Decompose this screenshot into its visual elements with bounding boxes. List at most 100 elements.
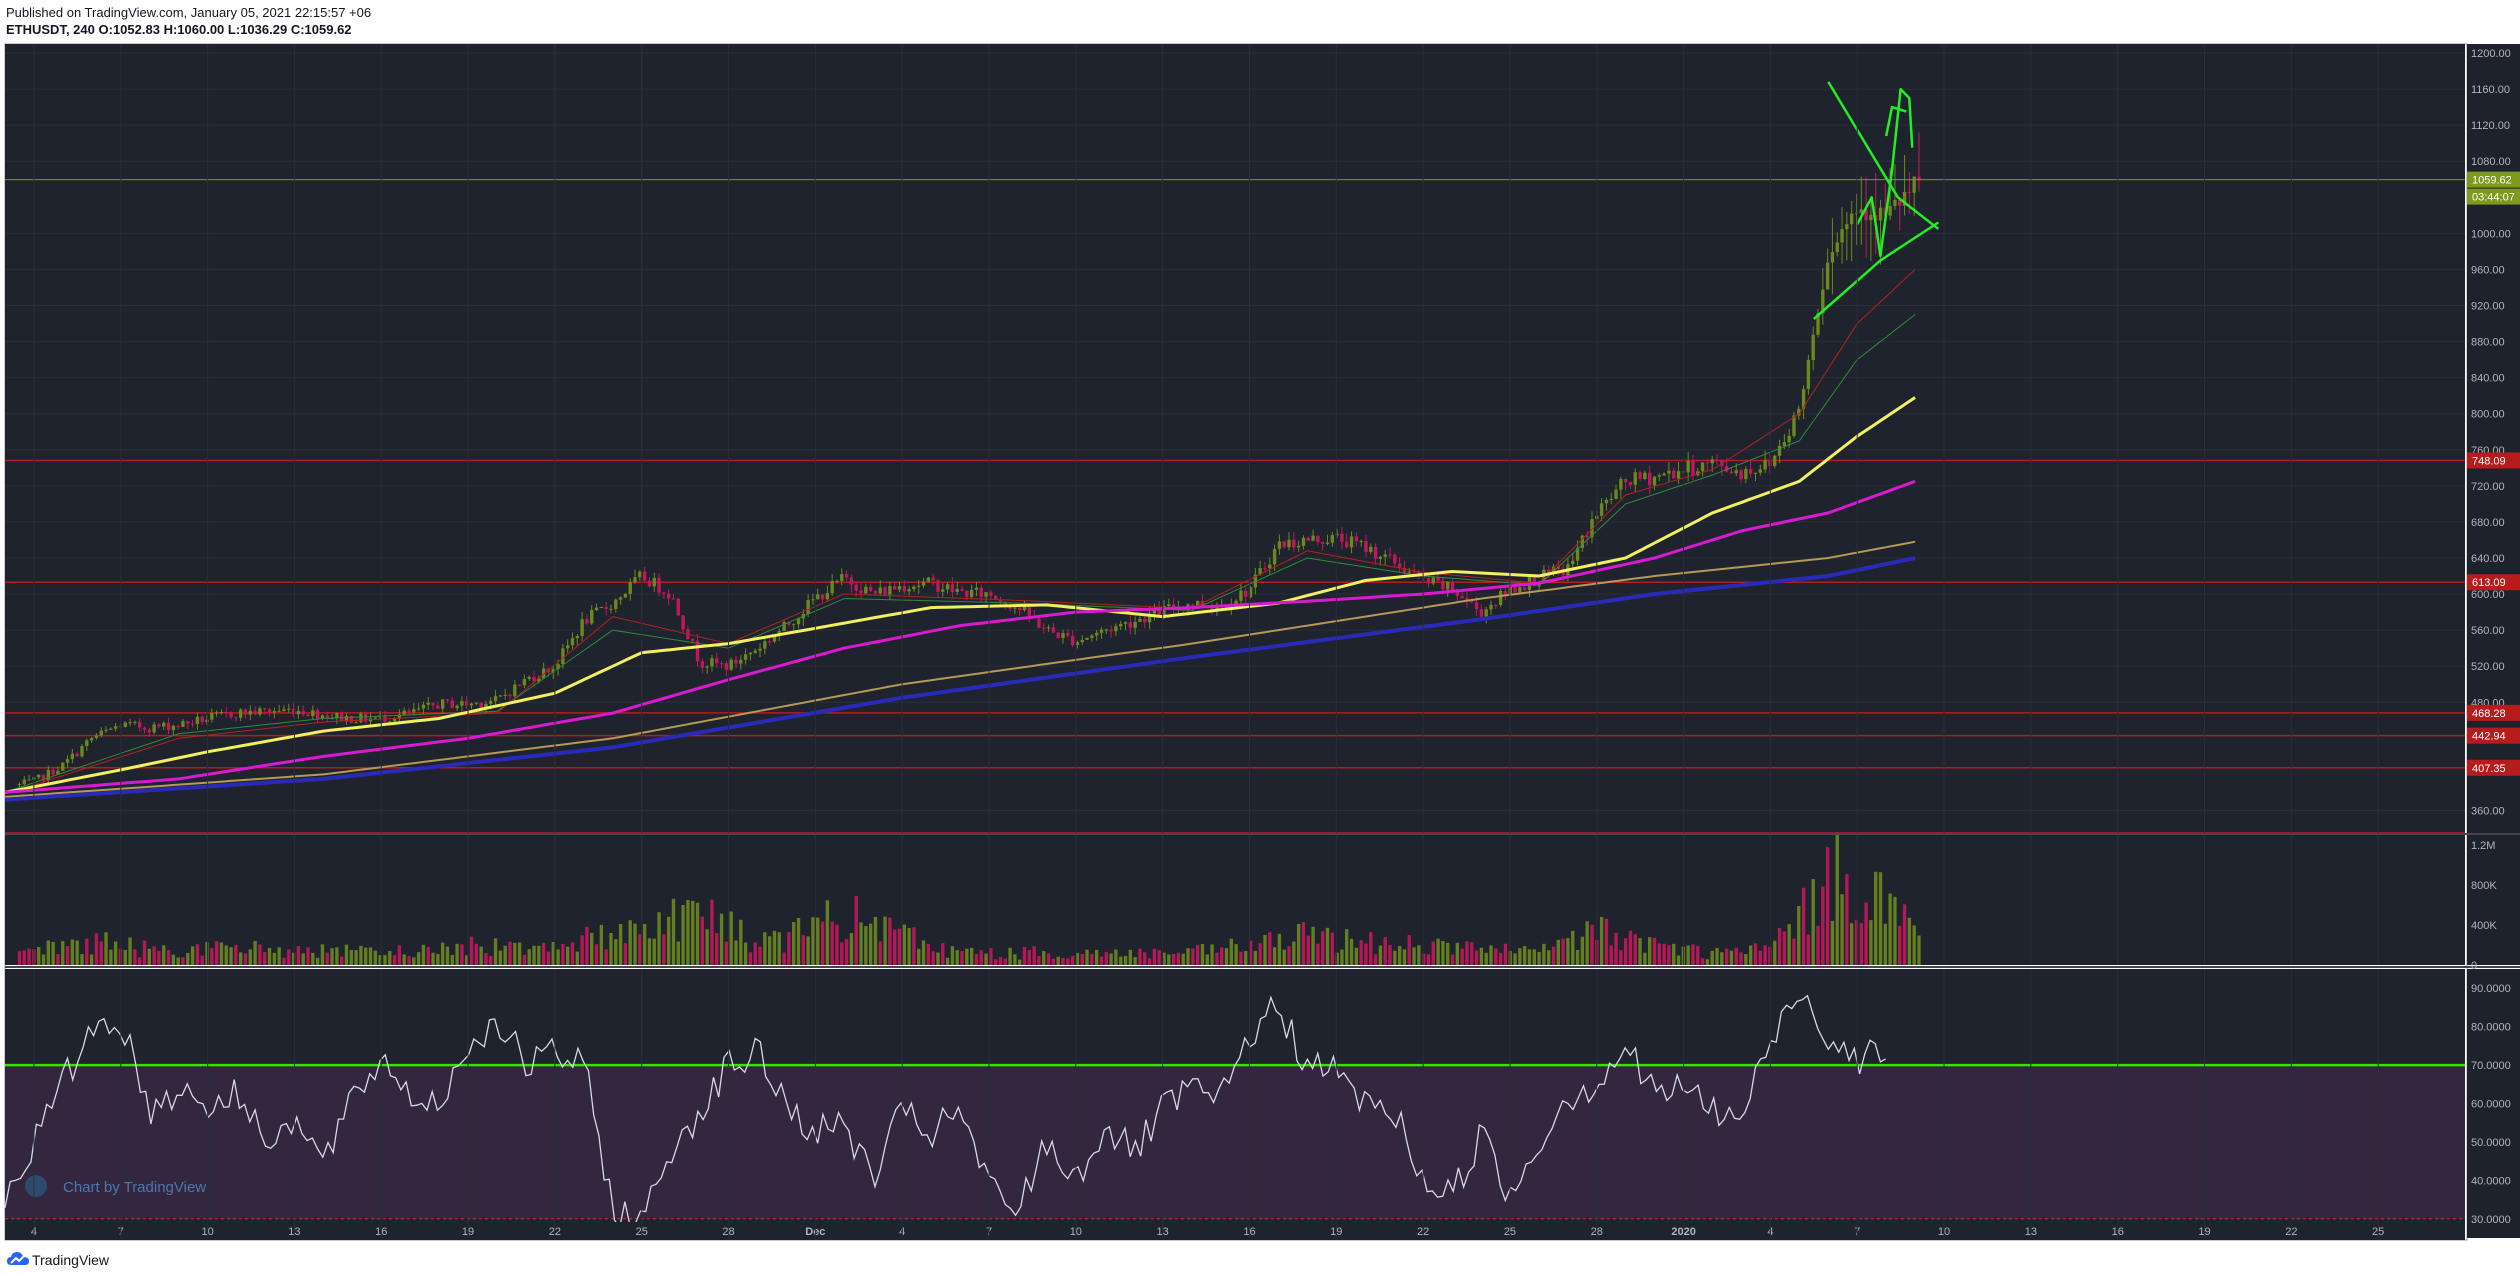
- candle-body: [1090, 635, 1094, 638]
- volume-bar: [993, 959, 998, 965]
- volume-bar: [748, 952, 753, 965]
- volume-bar: [868, 923, 873, 965]
- candle-body: [1532, 576, 1536, 587]
- candle-body: [1450, 581, 1455, 591]
- candle-body: [979, 587, 983, 597]
- volume-bar: [787, 932, 791, 965]
- candle-body: [1383, 554, 1387, 557]
- volume-bar: [248, 949, 252, 965]
- candle-body: [1046, 627, 1051, 629]
- volume-bar: [426, 947, 430, 965]
- volume-bar: [1359, 940, 1363, 965]
- volume-bar: [537, 945, 541, 965]
- volume-bar: [412, 957, 416, 965]
- candle-body: [1354, 536, 1359, 542]
- volume-bar: [272, 952, 277, 965]
- volume-bar: [705, 929, 709, 965]
- candle-body: [1633, 472, 1637, 485]
- close-label: C:: [290, 22, 305, 37]
- volume-bar: [287, 949, 291, 965]
- candle-body: [691, 639, 695, 641]
- candle-body: [1672, 470, 1676, 479]
- volume-bar: [1388, 945, 1392, 965]
- candle-body: [503, 694, 507, 696]
- candle-body: [556, 664, 560, 669]
- volume-bar: [1018, 959, 1022, 965]
- candle-body: [1325, 542, 1330, 544]
- volume-bar: [200, 955, 204, 965]
- volume-bar: [1296, 923, 1301, 965]
- candle-body: [926, 577, 931, 582]
- candle-body: [147, 729, 151, 733]
- candle-body: [715, 658, 719, 664]
- candle-body: [296, 710, 301, 715]
- volume-bar: [1455, 942, 1460, 965]
- volume-bar: [277, 947, 281, 965]
- candle-body: [465, 701, 469, 706]
- volume-bar: [1426, 954, 1431, 965]
- volume-bar: [1696, 945, 1700, 965]
- volume-bar: [724, 941, 729, 965]
- volume-bar: [1849, 923, 1854, 965]
- volume-bar: [1316, 943, 1320, 965]
- candle-body: [993, 595, 998, 600]
- candle-body: [820, 594, 825, 600]
- volume-bar: [291, 952, 296, 965]
- rsi-pane[interactable]: [4, 969, 2465, 1238]
- candle-body: [748, 652, 753, 655]
- volume-bar: [811, 917, 815, 965]
- price-pane[interactable]: [4, 44, 2465, 834]
- volume-bar: [575, 951, 579, 965]
- volume-bar: [1306, 935, 1310, 965]
- candle-body: [782, 621, 786, 632]
- candle-body: [618, 597, 623, 600]
- volume-bar: [1729, 950, 1734, 965]
- candle-body: [888, 586, 892, 595]
- volume-bar: [883, 916, 887, 965]
- volume-bar: [628, 920, 632, 965]
- candle-body: [1739, 470, 1743, 480]
- volume-bar: [1075, 952, 1080, 965]
- candle-body: [787, 621, 791, 625]
- candle-body: [1171, 604, 1176, 610]
- candle-body: [1330, 535, 1334, 543]
- volume-bar: [1268, 932, 1272, 965]
- candle-body: [1556, 566, 1561, 569]
- volume-bar: [1383, 937, 1387, 965]
- candle-body: [200, 716, 204, 723]
- volume-bar: [339, 956, 344, 965]
- candle-body: [902, 586, 906, 592]
- volume-bar: [729, 911, 733, 965]
- chart-canvas[interactable]: 4710131619222528Dec471013161922252820204…: [0, 42, 2520, 1242]
- candle-body: [460, 701, 464, 706]
- candle-body: [1407, 571, 1411, 573]
- volume-bar: [1335, 952, 1339, 965]
- candle-body: [89, 737, 94, 741]
- volume-pane[interactable]: [5, 832, 2465, 965]
- time-axis[interactable]: 4710131619222528Dec471013161922252820204…: [5, 1222, 2465, 1240]
- candle-body: [1734, 470, 1738, 474]
- volume-bar: [691, 900, 695, 965]
- candle-body: [671, 598, 676, 600]
- candle-body: [1551, 566, 1556, 573]
- candle-body: [883, 587, 887, 595]
- volume-bar: [1109, 953, 1113, 965]
- volume-bar: [893, 929, 897, 965]
- volume-bar: [1604, 918, 1609, 965]
- candle-body: [729, 659, 733, 670]
- volume-bar: [1027, 949, 1032, 965]
- volume-bar: [1585, 921, 1589, 965]
- volume-bar: [1277, 933, 1282, 965]
- volume-bar: [450, 955, 454, 965]
- candle-body: [157, 724, 161, 727]
- volume-bar: [532, 945, 536, 965]
- candle-body: [1513, 586, 1517, 593]
- candle-body: [1195, 601, 1200, 606]
- volume-bar: [133, 949, 137, 965]
- volume-bar: [1013, 954, 1017, 965]
- volume-bar: [335, 947, 339, 965]
- candle-body: [479, 702, 483, 708]
- volume-pane-bg: [5, 835, 2465, 965]
- candle-body: [647, 580, 652, 587]
- volume-bar: [912, 927, 916, 965]
